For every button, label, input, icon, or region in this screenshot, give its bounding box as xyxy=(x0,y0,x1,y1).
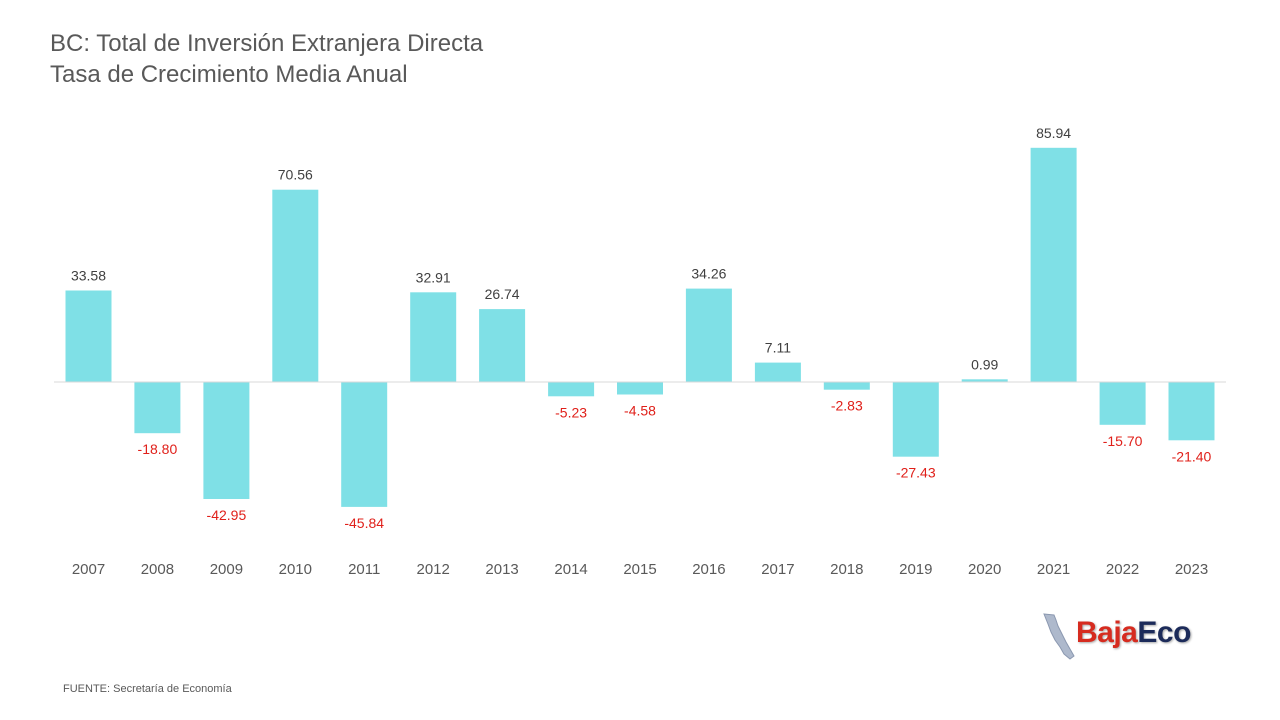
x-tick-label-2016: 2016 xyxy=(692,561,725,578)
data-label-2021: 85.94 xyxy=(1036,125,1071,141)
data-label-2014: -5.23 xyxy=(555,404,587,420)
bar-2012 xyxy=(410,292,457,382)
x-tick-label-2007: 2007 xyxy=(72,561,105,578)
data-label-2022: -15.70 xyxy=(1103,433,1143,449)
data-label-2010: 70.56 xyxy=(278,167,313,183)
data-label-2012: 32.91 xyxy=(416,269,451,285)
bar-2014 xyxy=(548,382,595,397)
bar-2022 xyxy=(1099,382,1146,425)
data-label-2017: 7.11 xyxy=(765,340,791,356)
chart-title: BC: Total de Inversión Extranjera Direct… xyxy=(50,28,483,90)
logo-text: BajaEco xyxy=(1076,616,1191,650)
x-tick-label-2012: 2012 xyxy=(417,561,450,578)
data-label-2023: -21.40 xyxy=(1172,448,1212,464)
data-label-2008: -18.80 xyxy=(138,441,178,457)
baja-california-map-icon xyxy=(1043,613,1075,660)
bar-chart: 33.58 -18.80 -42.95 70.56 -45.84 32.91 26.74 -5… xyxy=(54,125,1226,578)
bar-2015 xyxy=(617,382,663,395)
x-tick-label-2009: 2009 xyxy=(210,561,243,578)
bar-2011 xyxy=(341,382,388,507)
bar-2020 xyxy=(961,379,1008,382)
bajaeco-logo: BajaEco xyxy=(1040,612,1220,662)
bar-2016 xyxy=(685,288,732,382)
data-label-2020: 0.99 xyxy=(971,356,998,372)
x-tick-label-2022: 2022 xyxy=(1106,561,1139,578)
x-tick-label-2013: 2013 xyxy=(485,561,518,578)
x-tick-label-2011: 2011 xyxy=(348,561,380,578)
bar-2008 xyxy=(134,382,181,434)
bar-2019 xyxy=(892,382,939,457)
x-tick-label-2023: 2023 xyxy=(1175,561,1208,578)
data-label-2016: 34.26 xyxy=(691,266,726,282)
bar-2009 xyxy=(203,382,250,499)
bar-2021 xyxy=(1030,147,1077,382)
bar-2017 xyxy=(754,362,801,382)
data-label-2018: -2.83 xyxy=(831,398,863,414)
data-label-2011: -45.84 xyxy=(344,515,384,531)
data-label-2019: -27.43 xyxy=(896,465,936,481)
x-tick-label-2021: 2021 xyxy=(1037,561,1070,578)
data-label-2007: 33.58 xyxy=(71,268,106,284)
x-tick-label-2018: 2018 xyxy=(830,561,863,578)
x-tick-label-2017: 2017 xyxy=(761,561,794,578)
x-tick-label-2019: 2019 xyxy=(899,561,932,578)
source-note: FUENTE: Secretaría de Economía xyxy=(63,683,232,695)
bar-2013 xyxy=(479,309,526,382)
x-tick-label-2020: 2020 xyxy=(968,561,1001,578)
x-tick-label-2014: 2014 xyxy=(554,561,587,578)
logo-text-eco: Eco xyxy=(1137,616,1191,649)
chart-title-line-2: Tasa de Crecimiento Media Anual xyxy=(50,61,408,88)
logo-text-baja: Baja xyxy=(1076,616,1138,649)
bar-2010 xyxy=(272,189,319,382)
bar-2007 xyxy=(65,290,112,382)
x-tick-label-2008: 2008 xyxy=(141,561,174,578)
x-tick-label-2015: 2015 xyxy=(623,561,656,578)
chart-title-line-1: BC: Total de Inversión Extranjera Direct… xyxy=(50,30,484,57)
data-label-2013: 26.74 xyxy=(485,286,520,302)
data-label-2015: -4.58 xyxy=(624,403,656,419)
data-label-2009: -42.95 xyxy=(207,507,247,523)
x-tick-label-2010: 2010 xyxy=(279,561,312,578)
bar-2023 xyxy=(1168,382,1215,441)
bar-2018 xyxy=(823,382,870,390)
